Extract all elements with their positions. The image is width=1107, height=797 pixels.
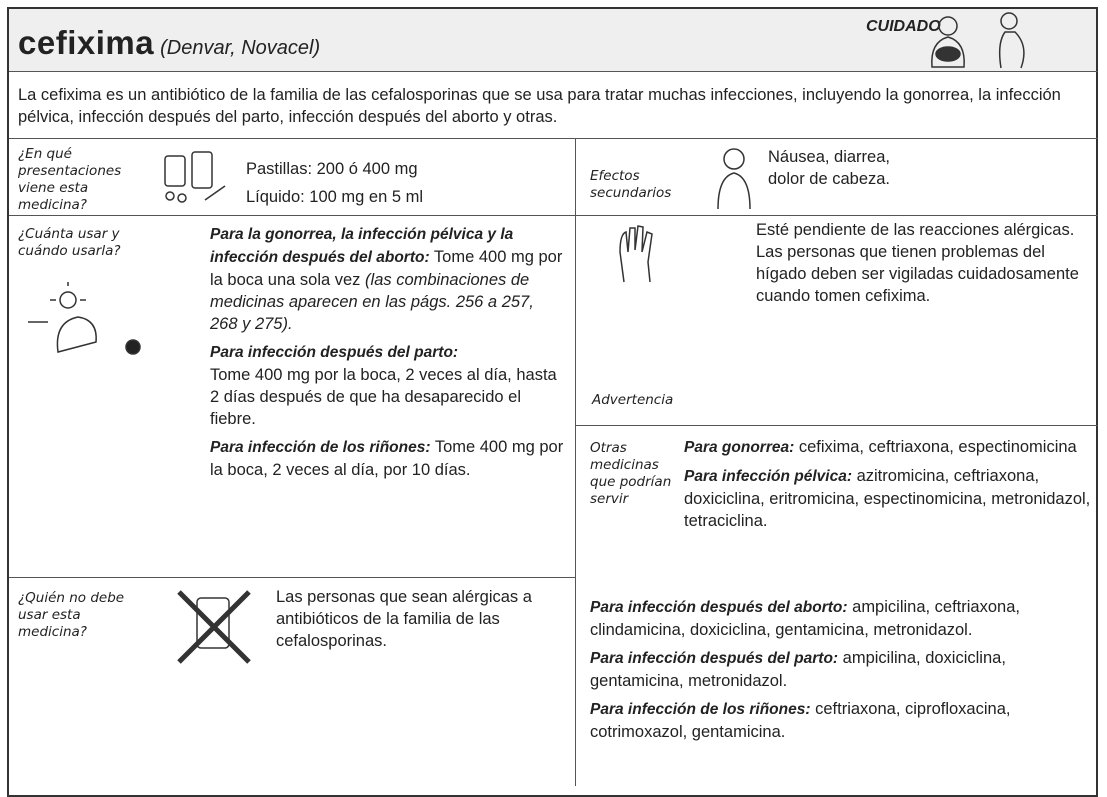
contraindications-label: ¿Quién no debe usar esta medicina? (18, 590, 125, 640)
dosage-lead: Para infección después del parto: (210, 344, 459, 361)
alternative-lead: Para infección pélvica: (684, 468, 852, 485)
dosage-icon (28, 282, 141, 355)
dosage-text: Tome 400 mg por la boca, 2 veces al día,… (210, 366, 557, 428)
warning-label: Advertencia (592, 392, 674, 408)
divider (9, 577, 575, 578)
alternative-lead: Para infección después del parto: (590, 650, 839, 667)
sick-woman-icon (717, 148, 751, 210)
side-effects-line: dolor de cabeza. (768, 170, 891, 188)
dosage-text: Tome 400 mg por la boca, 2 veces al día,… (210, 438, 564, 479)
alternatives-top: Para gonorrea: cefixima, ceftriaxona, es… (684, 436, 1094, 538)
alternative-lead: Para infección de los riñones: (590, 701, 811, 718)
title: cefixima (Denvar, Novacel) (18, 24, 320, 62)
contraindications-text: Las personas que sean alérgicas a antibi… (276, 588, 532, 650)
side-effects-label: Efectos secundarios (590, 168, 672, 201)
pregnancy-icon (998, 12, 1025, 69)
alternative-lead: Para infección después del aborto: (590, 599, 848, 616)
caution-label: CUIDADO (866, 18, 941, 35)
alternative-item: Para infección pélvica: azitromicina, ce… (684, 465, 1094, 532)
alternative-text: cefixima, ceftriaxona, espectinomicina (798, 438, 1077, 456)
dosage-item: Para la gonorrea, la infección pélvica y… (210, 223, 565, 335)
forms-line: Pastillas: 200 ó 400 mg (246, 160, 418, 178)
dosage-lead: Para infección de los riñones: (210, 439, 431, 456)
dosage-note: (las combinaciones de medicinas aparecen… (210, 271, 534, 333)
title-text: cefixima (18, 24, 155, 61)
divider (575, 425, 1098, 426)
divider (575, 138, 576, 786)
alternative-item: Para infección de los riñones: ceftriaxo… (590, 698, 1095, 743)
dosage-lead: Para la gonorrea, la infección pélvica y… (210, 226, 514, 266)
subtitle: (Denvar, Novacel) (160, 37, 321, 59)
divider (9, 138, 1098, 139)
forms-line: Líquido: 100 mg en 5 ml (246, 188, 424, 206)
alternative-text: ampicilina, ceftriaxona, clindamicina, d… (590, 598, 1020, 639)
dosage-item: Para infección después del parto: Tome 40… (210, 341, 565, 430)
dosage-item: Para infección de los riñones: Tome 400 … (210, 436, 565, 481)
side-effects-line: Náusea, diarrea, (768, 148, 890, 166)
alternatives-bottom: Para infección después del aborto: ampic… (590, 596, 1095, 749)
dosage-items: Para la gonorrea, la infección pélvica y… (210, 223, 565, 487)
forbidden-icon (177, 590, 251, 664)
alternative-text: azitromicina, ceftriaxona, doxiciclina, … (684, 467, 1091, 530)
warning-text: Esté pendiente de las reacciones alérgic… (756, 221, 1079, 305)
divider (9, 215, 1098, 216)
alternative-item: Para infección después del parto: ampici… (590, 647, 1095, 692)
header-band (9, 9, 1098, 71)
intro: La cefixima es un antibiótico de la fami… (18, 86, 1061, 126)
alternatives-label: Otras medicinas que podrían servir (590, 440, 672, 507)
hand-icon (619, 225, 653, 283)
forms-lines: Pastillas: 200 ó 400 mg Líquido: 100 mg … (246, 158, 423, 208)
dosage-text: Tome 400 mg por la boca una sola vez (210, 248, 563, 289)
divider (9, 71, 1098, 72)
forms-label: ¿En qué presentaciones viene esta medici… (18, 146, 122, 213)
alternative-item: Para gonorrea: cefixima, ceftriaxona, es… (684, 436, 1094, 459)
alternative-text: ampicilina, doxiciclina, gentamicina, me… (590, 649, 1006, 690)
alternative-text: ceftriaxona, ciprofloxacina, cotrimoxazo… (590, 700, 1011, 741)
medicine-icon (164, 151, 226, 203)
side-effects-lines: Náusea, diarrea, dolor de cabeza. (768, 146, 890, 190)
breastfeeding-icon (931, 16, 965, 68)
alternative-item: Para infección después del aborto: ampic… (590, 596, 1095, 641)
dosage-label: ¿Cuánta usar y cuándo usarla? (18, 226, 121, 259)
alternative-lead: Para gonorrea: (684, 439, 795, 456)
